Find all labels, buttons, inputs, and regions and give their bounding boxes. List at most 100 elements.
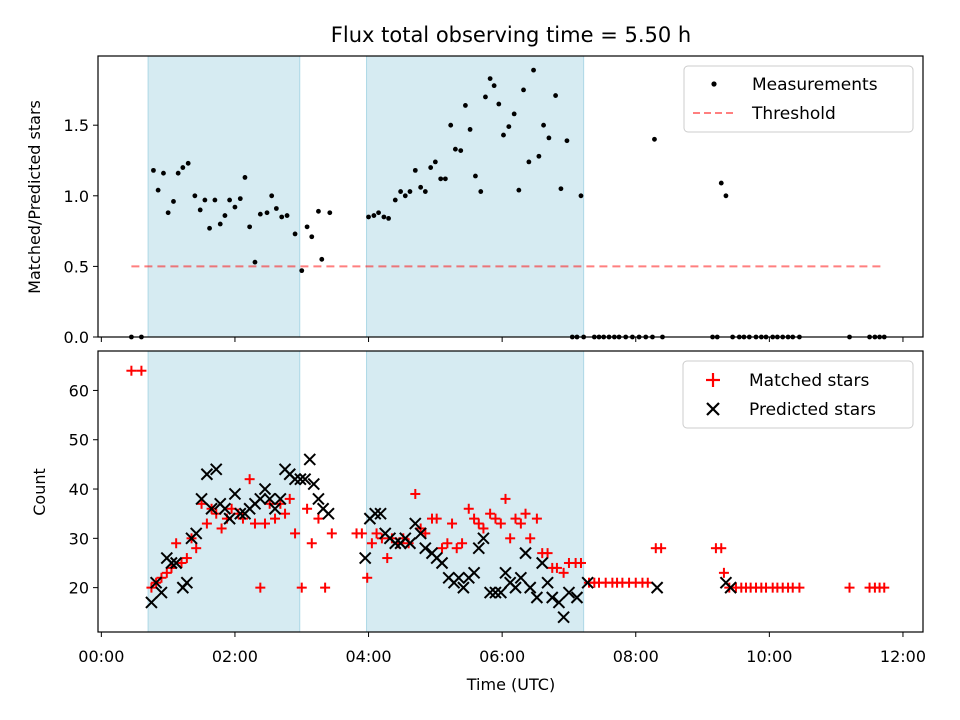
measurement-point bbox=[309, 234, 315, 240]
matched-star-point bbox=[510, 513, 521, 524]
predicted-star-point bbox=[509, 581, 522, 594]
predicted-star-point bbox=[234, 507, 247, 520]
matched-star-point bbox=[280, 508, 291, 519]
matched-star-point bbox=[469, 513, 480, 524]
measurement-point bbox=[463, 103, 468, 108]
predicted-star-point bbox=[288, 472, 302, 486]
predicted-star-point bbox=[650, 581, 664, 594]
measurement-point bbox=[165, 210, 171, 216]
measurement-point bbox=[299, 268, 305, 274]
measurement-point bbox=[292, 231, 298, 237]
legend-measurements-label: Measurements bbox=[752, 75, 878, 95]
matched-star-point bbox=[531, 513, 542, 524]
measurement-point bbox=[284, 213, 290, 218]
measurement-point bbox=[217, 221, 223, 227]
y-tick-label: 60 bbox=[69, 381, 89, 400]
predicted-star-point bbox=[530, 591, 544, 604]
measurement-point bbox=[438, 176, 444, 182]
predicted-star-point bbox=[472, 541, 485, 555]
measurement-point bbox=[171, 199, 176, 204]
matched-star-point bbox=[520, 508, 531, 519]
x-tick-label: 02:00 bbox=[212, 647, 258, 666]
matched-star-point bbox=[575, 557, 586, 568]
measurement-point bbox=[491, 83, 497, 89]
y-tick-label: 20 bbox=[69, 579, 89, 598]
predicted-star-point bbox=[570, 591, 584, 604]
x-axis-label: Time (UTC) bbox=[466, 675, 555, 694]
matched-star-point bbox=[296, 582, 307, 593]
predicted-star-point bbox=[523, 581, 537, 594]
measurement-point bbox=[458, 148, 464, 154]
predicted-star-point bbox=[358, 551, 372, 565]
predicted-star-point bbox=[155, 586, 168, 599]
measurement-point bbox=[723, 193, 729, 199]
measurement-point bbox=[151, 167, 156, 173]
matched-star-point bbox=[201, 518, 212, 529]
matched-star-point bbox=[490, 513, 501, 524]
measurement-point bbox=[541, 122, 546, 128]
matched-star-point bbox=[249, 518, 260, 529]
measurement-point bbox=[564, 138, 570, 144]
measurement-point bbox=[273, 206, 279, 211]
matched-star-point bbox=[260, 518, 271, 529]
matched-star-point bbox=[478, 523, 489, 534]
matched-star-point bbox=[191, 543, 202, 554]
predicted-star-point bbox=[514, 571, 528, 584]
x-tick-label: 08:00 bbox=[613, 647, 659, 666]
measurement-point bbox=[553, 93, 558, 98]
predicted-star-point bbox=[483, 586, 497, 599]
matched-star-point bbox=[176, 557, 187, 568]
observing-window-shading bbox=[147, 55, 585, 338]
matched-star-point bbox=[171, 538, 182, 549]
predicted-star-point bbox=[414, 527, 427, 540]
measurement-point bbox=[511, 111, 517, 117]
matched-star-point bbox=[181, 553, 192, 564]
predicted-star-point bbox=[223, 512, 236, 525]
matched-star-point bbox=[284, 493, 295, 504]
matched-star-point bbox=[410, 488, 421, 499]
measurement-point bbox=[501, 132, 506, 138]
predicted-stars-points bbox=[145, 453, 737, 624]
matched-star-point bbox=[356, 528, 367, 539]
matched-star-point bbox=[558, 567, 569, 578]
y-tick-label: 1.0 bbox=[64, 187, 89, 206]
matched-star-point bbox=[447, 518, 458, 529]
measurement-point bbox=[279, 214, 285, 220]
matched-star-point bbox=[500, 493, 511, 504]
matched-star-point bbox=[879, 582, 890, 593]
measurement-point bbox=[521, 87, 526, 93]
matched-star-point bbox=[371, 528, 382, 539]
measurement-point bbox=[473, 173, 478, 179]
y-tick-label: 1.5 bbox=[64, 116, 89, 135]
shaded-interval-1 bbox=[147, 55, 301, 338]
measurement-point bbox=[412, 167, 418, 173]
measurement-point bbox=[212, 197, 218, 203]
predicted-star-point bbox=[499, 566, 512, 580]
matched-star-point bbox=[326, 528, 337, 539]
figure-title: Flux total observing time = 5.50 h bbox=[331, 23, 691, 47]
measurement-point bbox=[428, 165, 434, 170]
matched-star-point bbox=[320, 582, 331, 593]
matched-star-point bbox=[196, 498, 207, 509]
matched-star-point bbox=[302, 503, 313, 514]
x-tick-label: 06:00 bbox=[479, 647, 525, 666]
measurement-point bbox=[319, 256, 325, 262]
predicted-star-point bbox=[268, 502, 282, 515]
matched-star-point bbox=[362, 572, 373, 583]
measurement-point bbox=[376, 210, 381, 216]
predicted-star-point bbox=[149, 576, 163, 589]
measurement-point bbox=[185, 160, 191, 166]
matched-star-point bbox=[525, 533, 536, 544]
matched-star-point bbox=[485, 508, 496, 519]
matched-star-point bbox=[290, 528, 301, 539]
measurement-point bbox=[386, 215, 391, 221]
measurements-panel: 0.0 0.5 1.0 1.5 Matched/Predicted stars Mea… bbox=[25, 55, 924, 347]
measurement-point bbox=[242, 175, 248, 180]
measurement-point bbox=[197, 207, 203, 213]
bottom-y-axis-label: Count bbox=[30, 468, 49, 516]
matched-star-point bbox=[126, 365, 137, 376]
matched-star-point bbox=[505, 533, 516, 544]
predicted-star-point bbox=[258, 482, 272, 496]
predicted-star-point bbox=[562, 586, 576, 599]
top-legend-frame bbox=[683, 65, 914, 133]
